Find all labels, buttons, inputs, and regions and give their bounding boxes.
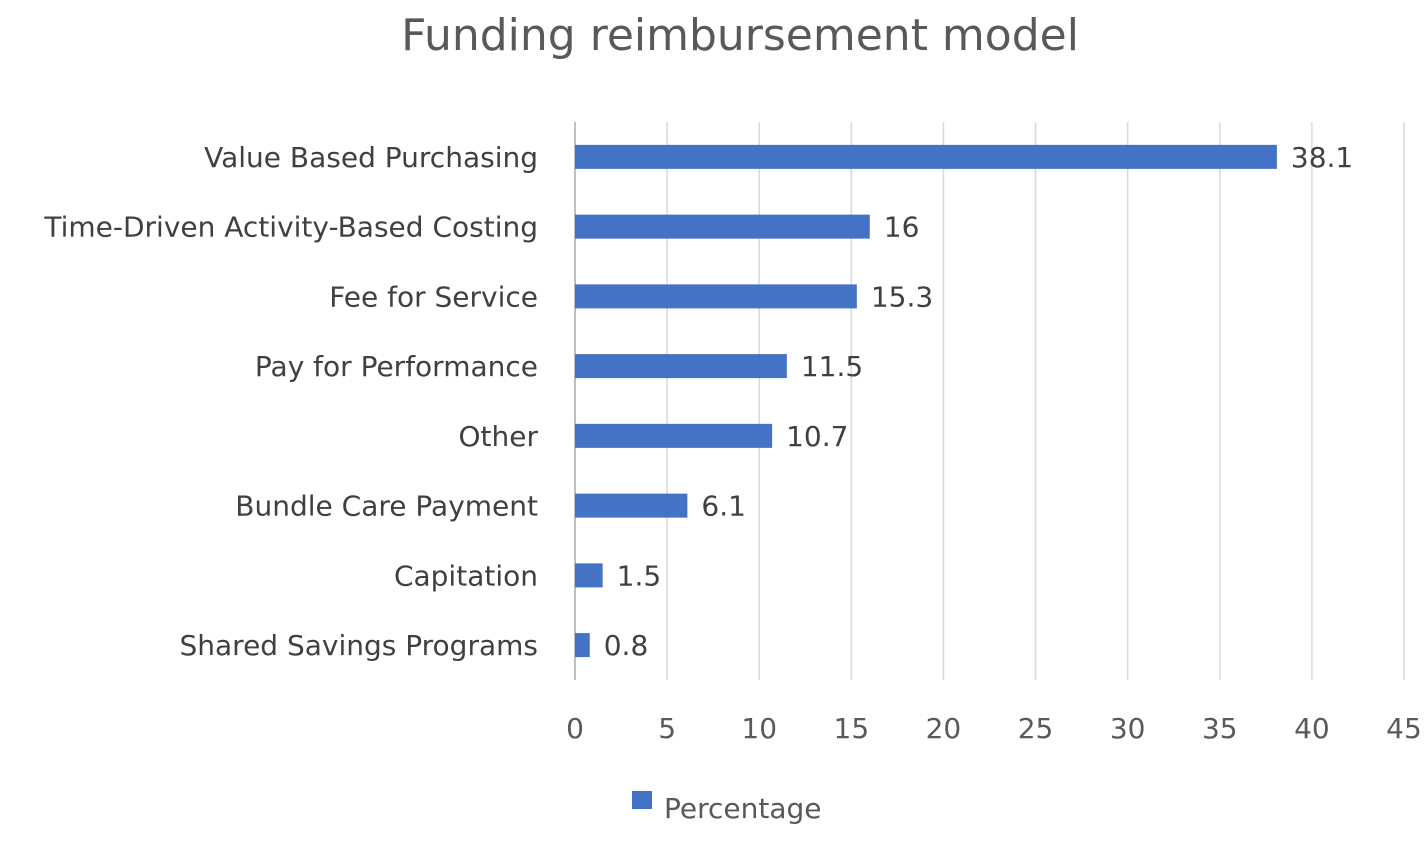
x-tick-label: 5 <box>658 712 676 745</box>
category-label: Shared Savings Programs <box>180 629 539 662</box>
legend-label: Percentage <box>664 792 822 825</box>
data-label: 6.1 <box>701 490 746 523</box>
data-label: 1.5 <box>617 559 662 592</box>
x-tick-label: 10 <box>741 712 777 745</box>
bar <box>575 144 1277 169</box>
category-label: Value Based Purchasing <box>204 141 538 174</box>
x-tick-label: 15 <box>834 712 870 745</box>
category-label: Capitation <box>394 559 538 592</box>
x-tick-label: 25 <box>1018 712 1054 745</box>
x-tick-label: 20 <box>926 712 962 745</box>
x-tick-label: 40 <box>1294 712 1330 745</box>
category-label: Time-Driven Activity-Based Costing <box>43 211 538 244</box>
chart-title: Funding reimbursement model <box>401 10 1079 61</box>
bar <box>575 633 590 658</box>
data-label: 10.7 <box>786 420 848 453</box>
x-tick-label: 0 <box>566 712 584 745</box>
bar <box>575 354 787 379</box>
bar <box>575 214 870 239</box>
category-label: Fee for Service <box>329 280 538 313</box>
category-label: Other <box>458 420 538 453</box>
data-label: 11.5 <box>801 350 863 383</box>
data-label: 15.3 <box>871 280 933 313</box>
data-label: 16 <box>884 211 920 244</box>
grid-lines <box>666 122 1405 680</box>
category-labels: Value Based Purchasing Time-Driven Activi… <box>43 141 538 662</box>
x-tick-label: 35 <box>1202 712 1238 745</box>
data-labels: 38.1 16 15.3 11.5 10.7 6.1 1.5 0.8 <box>604 141 1353 662</box>
x-tick-label: 30 <box>1110 712 1146 745</box>
data-label: 0.8 <box>604 629 649 662</box>
legend: Percentage <box>632 791 822 825</box>
category-label: Pay for Performance <box>255 350 538 383</box>
bar <box>575 563 603 588</box>
x-tick-label: 45 <box>1386 712 1422 745</box>
bar <box>575 284 857 309</box>
data-label: 38.1 <box>1291 141 1353 174</box>
x-axis-tick-labels: 0 5 10 15 20 25 30 35 40 45 <box>566 712 1422 745</box>
legend-swatch <box>632 791 652 809</box>
bar-series <box>575 144 1277 658</box>
bar <box>575 493 688 518</box>
bar <box>575 423 773 448</box>
category-label: Bundle Care Payment <box>235 490 538 523</box>
